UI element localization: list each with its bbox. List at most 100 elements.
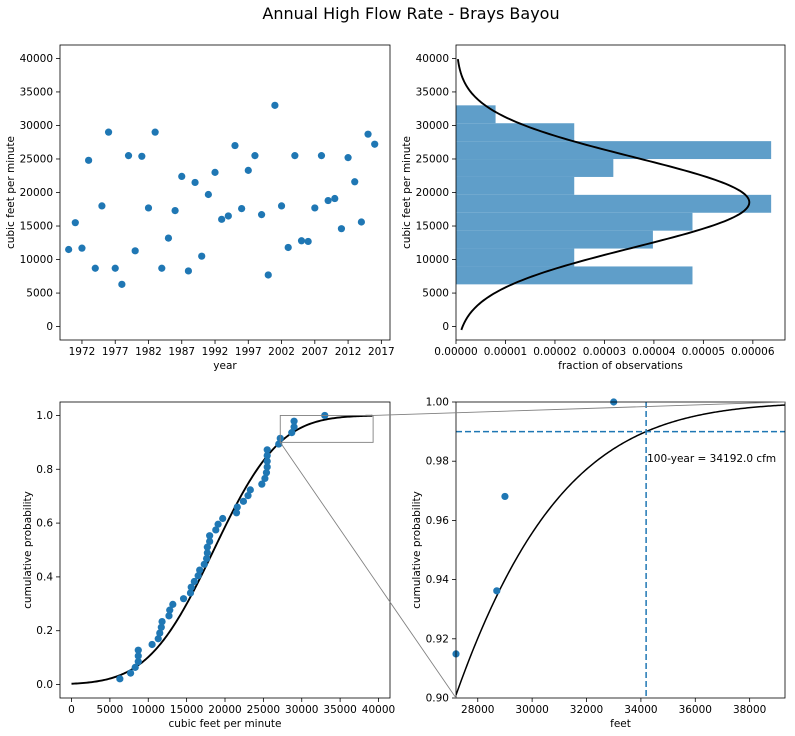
y-tick-label: 30000 (416, 120, 449, 132)
cdf-curve-zoomed (456, 404, 785, 696)
cdf-point (246, 486, 254, 494)
cdf-point (202, 554, 211, 563)
x-tick-label: 38000 (733, 704, 766, 716)
axes-frame (59, 44, 391, 341)
connector-line (373, 401, 786, 416)
cdf-point (157, 623, 165, 631)
data-point (211, 168, 219, 176)
x-tick-label: 1972 (69, 346, 96, 358)
y-axis-label: cumulative probability (22, 491, 34, 609)
y-tick-label: 0.8 (36, 464, 53, 476)
data-point (257, 211, 266, 219)
y-tick-label: 20000 (416, 187, 449, 199)
hist-bar (456, 266, 693, 285)
data-point (151, 128, 159, 136)
histogram-panel: 0.00000 0.00001 0.00002 0.00003 0.00004 0.000… (401, 44, 786, 372)
y-tick-label: 1.0 (36, 410, 53, 422)
x-tick-label: 2002 (268, 346, 295, 358)
hist-bar (456, 176, 575, 195)
cdf-point (261, 474, 269, 483)
data-point (164, 234, 173, 242)
data-point (344, 154, 352, 162)
cdf-point (134, 658, 142, 666)
zoom-box (279, 415, 374, 443)
cdf-point (203, 549, 211, 557)
data-point (364, 130, 372, 138)
cdf-point (156, 629, 164, 637)
y-tick-label: 35000 (416, 86, 449, 98)
data-point (244, 166, 252, 174)
x-tick-label: 1982 (135, 346, 162, 358)
cdf-point (290, 423, 298, 431)
data-point (104, 128, 113, 136)
hist-bar (456, 141, 772, 160)
x-tick-label: 0.00005 (682, 346, 725, 358)
x-tick-label: 1977 (102, 346, 129, 358)
data-point (297, 237, 306, 245)
data-point (118, 280, 126, 288)
normal-pdf-curve (456, 58, 751, 331)
data-point (144, 204, 153, 212)
x-tick-label: 40000 (362, 704, 395, 716)
x-tick-label: 25000 (247, 704, 280, 716)
cdf-point (263, 463, 271, 471)
pdf-curve-group (456, 58, 751, 331)
hist-bar (456, 194, 772, 213)
data-point (251, 152, 259, 160)
histogram-bars (456, 105, 772, 285)
x-tick-label: 0.00004 (632, 346, 676, 358)
y-tick-label: 0.4 (36, 571, 53, 583)
data-point (178, 172, 186, 181)
hist-bar (456, 159, 614, 177)
y-tick-label: 30000 (20, 120, 53, 132)
cdf-point (206, 532, 214, 540)
x-tick-label: 20000 (208, 704, 241, 716)
cdf-point (262, 469, 271, 477)
cdf-point (258, 480, 266, 488)
cdf-point (127, 669, 135, 677)
connector-line (279, 442, 457, 699)
y-tick-label: 0.94 (426, 574, 450, 586)
x-tick-label: 0.00003 (583, 346, 626, 358)
x-tick-label: 2007 (301, 346, 328, 358)
y-tick-label: 0.90 (426, 693, 449, 705)
cdf-point (219, 514, 227, 523)
cdf-point (134, 652, 142, 660)
y-tick-label: 1.00 (426, 397, 449, 409)
cdf-point (244, 492, 252, 500)
y-tick-label: 0.98 (426, 456, 449, 468)
x-tick-label: 36000 (679, 704, 712, 716)
y-tick-label: 40000 (20, 53, 53, 65)
zoom-connectors (279, 401, 786, 699)
x-tick-label: 30000 (285, 704, 318, 716)
y-tick-label: 0.92 (426, 633, 449, 645)
x-tick-label: 30000 (515, 704, 548, 716)
cdf-curve (71, 414, 373, 685)
cdf-point (200, 560, 208, 568)
cdf-point (169, 600, 177, 608)
y-tick-label: 25000 (20, 153, 53, 165)
cdf-point (187, 583, 195, 591)
cdf-point (288, 429, 296, 437)
timeseries-panel: 1972 1977 1982 1987 1992 1997 2002 2007 2012 2017… (5, 44, 395, 372)
data-point (311, 204, 319, 212)
cdf-point (116, 675, 124, 683)
y-tick-label: 10000 (416, 254, 449, 266)
hist-bar (456, 123, 575, 142)
cdf-point (148, 640, 156, 649)
cdf-panel: 0 5000 10000 15000 20000 25000 30000 35000 40000… (22, 401, 395, 730)
x-tick-label: 2012 (335, 346, 362, 358)
x-tick-label: 32000 (570, 704, 603, 716)
cdf-point (165, 612, 173, 620)
y-tick-label: 0.96 (426, 515, 450, 527)
data-point (324, 196, 332, 205)
data-point (277, 202, 286, 210)
x-tick-label: 0.00001 (484, 346, 527, 358)
x-axis-label: cubic feet per minute (168, 718, 281, 730)
x-axis-label: fraction of observations (558, 360, 683, 372)
x-tick-label: 0.00002 (533, 346, 576, 358)
figure-title: Annual High Flow Rate - Brays Bayou (262, 4, 559, 23)
data-point (171, 207, 179, 215)
cdf-point (194, 572, 202, 580)
